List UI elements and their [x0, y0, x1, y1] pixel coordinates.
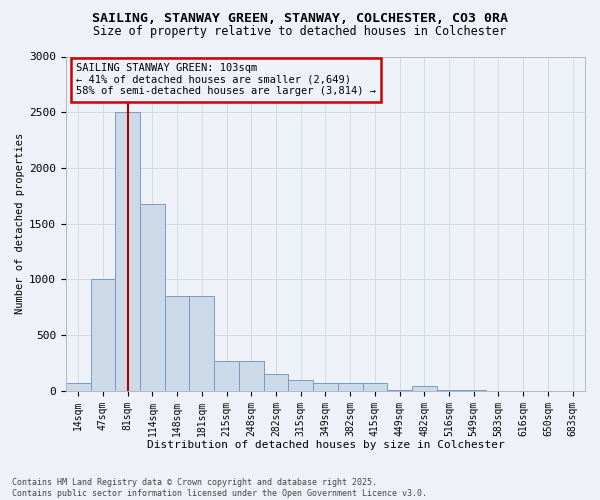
Bar: [165, 296, 190, 391]
Bar: [437, 390, 461, 391]
Bar: [461, 390, 486, 391]
Bar: [190, 296, 214, 391]
Y-axis label: Number of detached properties: Number of detached properties: [15, 133, 25, 314]
X-axis label: Distribution of detached houses by size in Colchester: Distribution of detached houses by size …: [146, 440, 505, 450]
Bar: [214, 361, 239, 391]
Text: Size of property relative to detached houses in Colchester: Size of property relative to detached ho…: [94, 25, 506, 38]
Bar: [66, 383, 91, 391]
Text: SAILING STANWAY GREEN: 103sqm
← 41% of detached houses are smaller (2,649)
58% o: SAILING STANWAY GREEN: 103sqm ← 41% of d…: [76, 63, 376, 96]
Bar: [91, 280, 115, 391]
Bar: [338, 383, 362, 391]
Text: Contains HM Land Registry data © Crown copyright and database right 2025.
Contai: Contains HM Land Registry data © Crown c…: [12, 478, 427, 498]
Bar: [412, 386, 437, 391]
Bar: [140, 204, 165, 391]
Bar: [289, 380, 313, 391]
Bar: [239, 361, 263, 391]
Text: SAILING, STANWAY GREEN, STANWAY, COLCHESTER, CO3 0RA: SAILING, STANWAY GREEN, STANWAY, COLCHES…: [92, 12, 508, 26]
Bar: [387, 390, 412, 391]
Bar: [263, 374, 289, 391]
Bar: [313, 382, 338, 391]
Bar: [115, 112, 140, 391]
Bar: [362, 382, 387, 391]
